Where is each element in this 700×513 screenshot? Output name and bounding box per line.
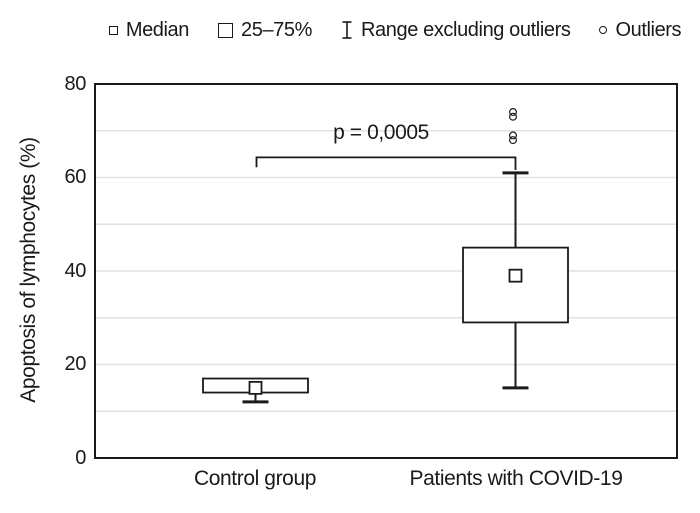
iqr-box-icon [218,22,234,38]
y-tick-label: 60 [64,166,87,188]
significance-bracket [255,156,517,171]
legend-label-median: Median [125,18,190,41]
y-tick-label: 40 [64,259,87,282]
outlier-point [509,112,518,121]
median-marker [248,380,263,395]
y-tick-label: 80 [64,72,87,95]
legend-label-iqr: 25–75% [241,18,313,41]
legend-label-range: Range excluding outliers [361,18,571,41]
legend-item-outliers: Outliers [599,18,682,42]
x-label-control-group: Control group [193,467,317,490]
y-tick-label: 20 [64,353,87,375]
legend-item-iqr: 25–75% [218,19,312,42]
plot-border [94,83,678,459]
chart-legend: Median 25–75% Range excluding outliers O… [90,16,700,44]
y-tick-label: 0 [75,446,86,469]
outlier-marker-icon [599,26,608,34]
legend-item-median: Median [108,18,190,42]
median-marker [508,268,523,283]
p-value-annotation: p = 0,0005 [333,121,429,144]
iqr-box [462,246,569,324]
legend-label-outliers: Outliers [615,18,682,41]
x-label-covid-patients: Patients with COVID-19 [409,467,623,490]
outlier-point [509,131,518,140]
legend-item-range: Range excluding outliers [341,18,571,42]
outlier-point [509,108,518,117]
median-marker-icon [108,25,118,35]
outlier-point [509,136,518,145]
whisker-range-icon [342,21,352,39]
